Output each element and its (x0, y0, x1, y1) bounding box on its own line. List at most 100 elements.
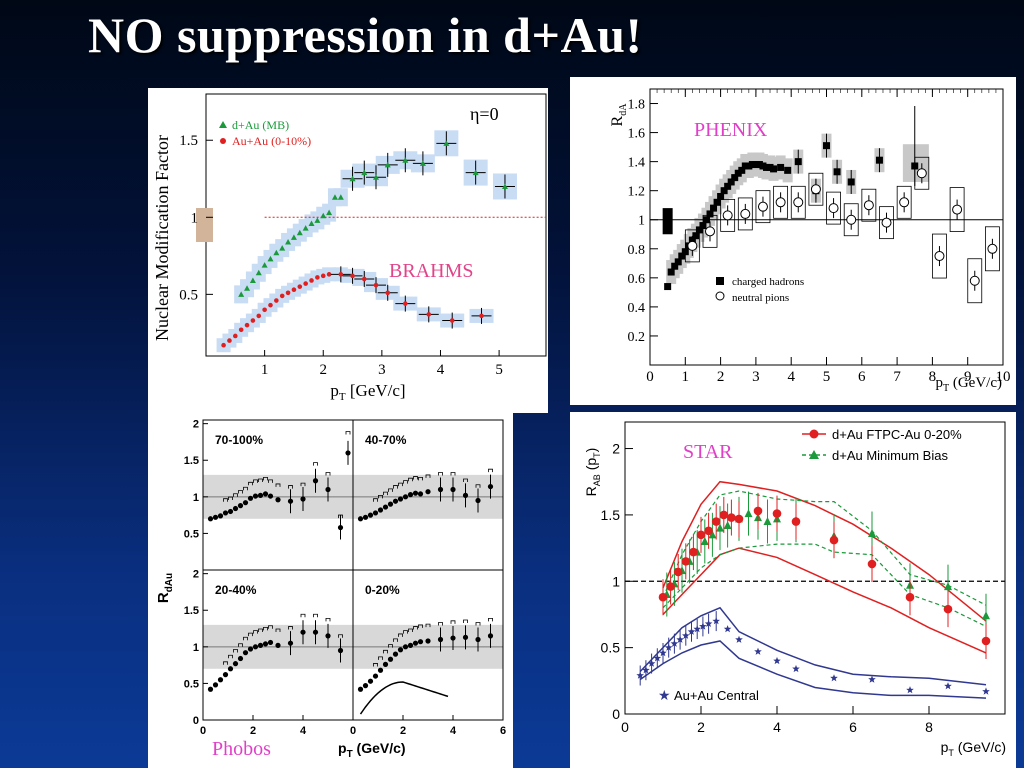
phobos-sys-bracket (475, 484, 481, 488)
star-auau-point (687, 627, 696, 635)
phobos-point (212, 682, 219, 688)
phenix-pion-sys (861, 188, 877, 222)
phenix-ytick-label: 1.6 (628, 127, 646, 142)
phobos-xtick-label: 4 (450, 725, 457, 737)
brahms-xtick-label: 4 (437, 362, 445, 378)
brahms-chart: η=0 BRAHMS d+Au (MB) Au+Au (0-10%) Nucle… (148, 88, 548, 413)
star-mb-point (944, 582, 952, 591)
phobos-point (287, 640, 294, 646)
phobos-point (487, 483, 494, 490)
phenix-xtick-label: 10 (996, 369, 1011, 385)
phenix-hadron-point (770, 165, 778, 173)
phenix-hadron-point (794, 158, 802, 166)
phenix-hadron-point (731, 174, 739, 182)
phenix-pion-point (969, 275, 980, 286)
phobos-point (377, 667, 384, 673)
brahms-auau-point (297, 284, 303, 289)
star-ftpc-point (658, 592, 668, 602)
phobos-sys-bracket (488, 617, 493, 622)
phenix-hadron-point (759, 162, 767, 170)
phobos-sys-bracket (425, 623, 431, 628)
phobos-sys-bracket (263, 626, 268, 631)
phobos-point (397, 496, 404, 502)
phobos-sys-bracket (408, 477, 413, 482)
phenix-legend-square (716, 277, 724, 285)
phobos-point (337, 524, 344, 531)
phenix-hadron-point (847, 178, 855, 186)
phobos-point (217, 677, 224, 683)
phenix-pion-sys (932, 233, 947, 279)
phobos-sys-bracket (223, 661, 228, 665)
star-plot: STAR RAB (pT) pT (GeV/c) d+Au FTPC-Au 0-… (583, 421, 1006, 758)
brahms-auau-point (303, 281, 308, 286)
phobos-sys-bracket (373, 663, 378, 667)
star-auau-point (792, 664, 800, 673)
star-legend-mb: d+Au Minimum Bias (832, 448, 948, 463)
phenix-xtick-label: 2 (717, 369, 725, 385)
phobos-point (450, 635, 456, 641)
star-legend-star-icon: ★ (658, 689, 671, 704)
phenix-ytick-label: 1.4 (628, 156, 646, 171)
brahms-ytick-label: 0.5 (179, 287, 198, 303)
brahms-dau-point (384, 161, 391, 168)
star-mb-point (723, 521, 732, 530)
brahms-dau-point (331, 194, 338, 200)
phenix-ytick-label: 0.2 (628, 330, 646, 345)
phobos-point (257, 642, 264, 648)
phobos-point (247, 495, 254, 501)
phenix-pion-sys (790, 185, 806, 219)
phenix-pion-point (846, 214, 857, 225)
star-legend-ftpc: d+Au FTPC-Au 0-20% (832, 427, 962, 442)
phobos-ytick-label: 1 (193, 642, 199, 654)
star-ftpc-point (943, 604, 953, 614)
phobos-sys-bracket (338, 514, 343, 519)
brahms-dau-point (402, 157, 409, 163)
brahms-dau-point (296, 229, 303, 236)
phobos-sys-bracket (438, 622, 443, 626)
brahms-auau-point (449, 318, 455, 323)
phobos-point (237, 503, 244, 509)
phobos-point (412, 640, 419, 646)
phobos-sys-bracket (413, 626, 418, 630)
phenix-xtick-label: 8 (929, 369, 937, 385)
phobos-sys-bracket (425, 474, 431, 478)
phobos-sys-bracket (313, 462, 318, 466)
phobos-point (372, 673, 379, 679)
brahms-auau-point (403, 301, 408, 306)
phenix-xtick-label: 0 (646, 369, 654, 385)
star-auau-point (642, 666, 650, 674)
phenix-hadron-point (741, 162, 749, 170)
phenix-xtick-label: 1 (682, 369, 690, 385)
star-green-band-upper (662, 490, 987, 606)
phobos-sys-bracket (233, 649, 238, 653)
phobos-point (382, 504, 389, 510)
star-mb-point (763, 517, 772, 526)
phobos-point (207, 686, 214, 692)
star-ftpc-point (711, 517, 721, 526)
star-ytick-label: 1.5 (601, 507, 621, 523)
phobos-point (487, 633, 494, 639)
phobos-sys-bracket (418, 476, 423, 481)
phobos-sys-bracket (378, 495, 383, 499)
phobos-point (232, 661, 239, 667)
star-auau-point (636, 671, 644, 679)
phobos-ytick-label: 0.5 (184, 678, 199, 690)
brahms-dau-point (279, 245, 286, 251)
phobos-sys-bracket (243, 636, 248, 641)
brahms-auau-point (250, 318, 256, 323)
phobos-point (227, 508, 234, 515)
phobos-sys-bracket (243, 486, 248, 491)
phobos-ytick-label: 0 (193, 715, 199, 727)
phobos-point (357, 686, 364, 692)
phobos-point (372, 510, 379, 516)
phobos-point (227, 666, 234, 672)
brahms-normalization-box (196, 208, 213, 242)
phobos-xlabel: pT (GeV/c) (338, 740, 406, 760)
brahms-label: BRAHMS (389, 260, 473, 282)
phobos-point (300, 496, 306, 502)
star-xtick-label: 0 (621, 719, 629, 735)
phenix-legend-hadrons: charged hadrons (732, 276, 804, 288)
brahms-auau-point (256, 313, 262, 319)
brahms-auau-point (274, 298, 279, 303)
star-ylabel: RAB (pT) (583, 448, 602, 497)
